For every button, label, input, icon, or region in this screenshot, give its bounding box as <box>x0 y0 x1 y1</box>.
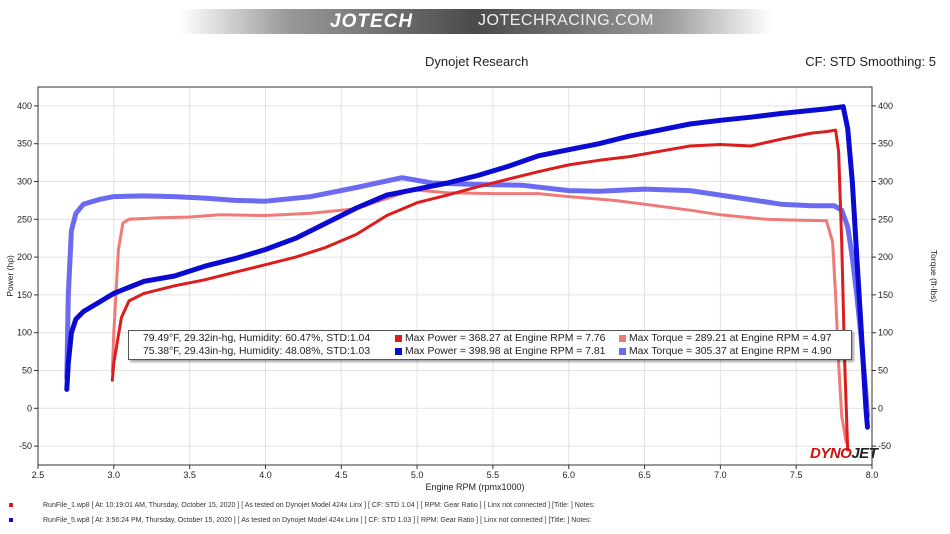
footer-run5-text: RunFile_5.wp8 [ At: 3:56:24 PM, Thursday… <box>43 517 592 524</box>
series-line-runfile-1-torque <box>110 188 848 444</box>
x-tick-label: 2.5 <box>32 470 45 480</box>
y-tick-label-right: 400 <box>878 101 893 111</box>
footer-swatch-run1 <box>9 503 13 507</box>
y-tick-label-right: 250 <box>878 214 893 224</box>
x-tick-label: 5.5 <box>487 470 500 480</box>
legend-max-power: Max Power = 398.98 at Engine RPM = 7.81 <box>405 346 606 357</box>
x-tick-label: 6.0 <box>562 470 575 480</box>
x-tick-label: 7.5 <box>790 470 803 480</box>
legend-swatch-torque-run1 <box>619 335 626 342</box>
banner <box>180 9 772 34</box>
x-tick-label: 4.5 <box>335 470 348 480</box>
x-tick-label: 5.0 <box>411 470 424 480</box>
y-tick-label-right: 150 <box>878 290 893 300</box>
y-tick-label-left: 300 <box>17 177 32 187</box>
dynojet-logo: DYNOJET <box>810 445 878 462</box>
y-tick-label-left: 50 <box>22 366 32 376</box>
dynojet-logo-part2: JET <box>851 445 878 462</box>
y-tick-label-right: 100 <box>878 328 893 338</box>
site-name: JOTECHRACING.COM <box>478 12 654 29</box>
legend-max-power: Max Power = 368.27 at Engine RPM = 7.76 <box>405 333 606 344</box>
footer-run1-text: RunFile_1.wp8 [ At: 10:19:01 AM, Thursda… <box>43 502 595 509</box>
x-tick-label: 4.0 <box>259 470 272 480</box>
y-tick-label-left: 400 <box>17 101 32 111</box>
y-tick-label-left: 150 <box>17 290 32 300</box>
x-tick-label: 6.5 <box>638 470 651 480</box>
y-tick-label-left: 250 <box>17 214 32 224</box>
x-tick-label: 8.0 <box>866 470 879 480</box>
x-tick-label: 7.0 <box>714 470 727 480</box>
y-tick-label-right: 0 <box>878 403 883 413</box>
y-tick-label-right: -50 <box>878 441 891 451</box>
legend-swatch-power-run5 <box>395 348 402 355</box>
legend-swatch-power-run1 <box>395 335 402 342</box>
dynojet-logo-part1: DYNO <box>810 445 852 462</box>
series-line-runfile-5-power <box>64 104 870 430</box>
legend-max-torque: Max Torque = 289.21 at Engine RPM = 4.97 <box>629 333 832 344</box>
chart-title: Dynojet Research <box>425 54 529 69</box>
legend-max-torque: Max Torque = 305.37 at Engine RPM = 4.90 <box>629 346 832 357</box>
jotech-logo: JOTECH <box>330 11 414 32</box>
y-axis-label-left: Power (hp) <box>5 255 15 297</box>
y-tick-label-left: 100 <box>17 328 32 338</box>
series-line-runfile-5-torque <box>64 175 870 419</box>
y-tick-label-left: 0 <box>27 403 32 413</box>
y-axis-label-right: Torque (ft-lbs) <box>929 250 939 303</box>
x-axis-label: Engine RPM (rpmx1000) <box>425 482 524 492</box>
chart-settings: CF: STD Smoothing: 5 <box>805 54 936 69</box>
y-tick-label-left: 200 <box>17 252 32 262</box>
y-tick-label-right: 350 <box>878 139 893 149</box>
y-tick-label-right: 50 <box>878 366 888 376</box>
x-tick-label: 3.5 <box>183 470 196 480</box>
legend-conditions: 79.49°F, 29.32in-hg, Humidity: 60.47%, S… <box>143 333 371 344</box>
series-line-runfile-1-power <box>110 128 850 452</box>
legend-swatch-torque-run5 <box>619 348 626 355</box>
x-tick-label: 3.0 <box>108 470 121 480</box>
y-tick-label-right: 200 <box>878 252 893 262</box>
y-tick-label-right: 300 <box>878 177 893 187</box>
footer-swatch-run5 <box>9 518 13 522</box>
chart-legend: 79.49°F, 29.32in-hg, Humidity: 60.47%, S… <box>128 330 852 360</box>
y-tick-label-left: -50 <box>19 441 32 451</box>
legend-conditions: 75.38°F, 29.43in-hg, Humidity: 48.08%, S… <box>143 346 371 357</box>
plot-frame <box>37 86 873 466</box>
y-tick-label-left: 350 <box>17 139 32 149</box>
